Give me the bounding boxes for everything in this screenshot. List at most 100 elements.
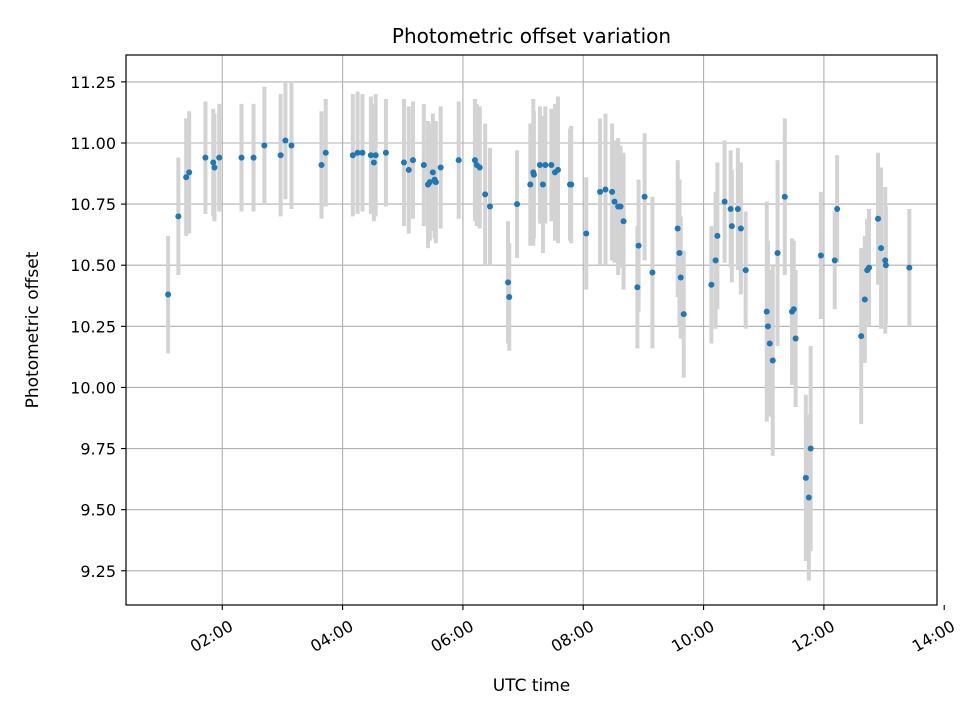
data-point <box>781 193 788 200</box>
data-point <box>183 174 190 181</box>
data-point <box>611 198 618 205</box>
data-point <box>471 157 478 164</box>
data-point <box>906 264 913 271</box>
data-point <box>641 193 648 200</box>
data-point <box>734 206 741 212</box>
data-point <box>737 225 744 232</box>
data-point <box>861 296 868 303</box>
data-point <box>409 157 416 164</box>
data-point <box>288 142 295 149</box>
data-point <box>359 149 366 156</box>
x-tick-label: 12:00 <box>788 616 837 656</box>
y-tick-label: 10.75 <box>70 195 116 214</box>
data-point <box>400 159 407 166</box>
data-point <box>210 159 217 166</box>
data-point <box>617 203 624 210</box>
data-point <box>878 245 885 252</box>
data-point <box>727 206 734 212</box>
y-tick-label: 11.25 <box>70 73 116 92</box>
data-point <box>714 232 721 239</box>
data-point <box>514 201 521 208</box>
data-point <box>680 311 687 318</box>
data-point <box>721 198 728 205</box>
data-point <box>548 162 555 168</box>
y-axis-label: Photometric offset <box>23 251 43 408</box>
data-point <box>620 218 627 225</box>
data-point <box>261 142 268 149</box>
data-point <box>506 294 513 300</box>
data-point <box>766 340 773 347</box>
y-tick-label: 9.25 <box>80 562 116 581</box>
data-point <box>238 154 245 161</box>
data-point <box>216 154 223 161</box>
x-tick-label: 08:00 <box>548 616 597 656</box>
data-point <box>322 149 329 156</box>
y-tick-label: 11.00 <box>70 134 116 153</box>
data-point <box>382 149 389 156</box>
data-point <box>834 206 841 212</box>
chart-title: Photometric offset variation <box>392 24 671 48</box>
data-point <box>486 203 493 210</box>
data-point <box>455 157 462 164</box>
data-point <box>597 188 604 195</box>
y-tick-label: 10.00 <box>70 378 116 397</box>
data-point <box>882 262 889 269</box>
data-point <box>769 357 776 364</box>
data-point <box>372 152 379 159</box>
data-point <box>792 335 799 342</box>
data-point <box>202 154 209 161</box>
x-axis-label: UTC time <box>493 676 571 696</box>
x-tick-label: 10:00 <box>668 616 717 656</box>
data-point <box>635 242 642 249</box>
data-point <box>165 291 172 298</box>
data-point <box>437 164 444 171</box>
data-point <box>790 306 797 313</box>
axis-ticks: 02:00 04:00 06:00 08:00 10:00 12:00 14:00 9.25 9… <box>70 73 958 656</box>
data-point <box>805 494 812 501</box>
data-point <box>530 171 537 178</box>
data-point <box>505 279 512 286</box>
data-point <box>542 162 549 168</box>
data-point <box>807 445 814 452</box>
data-point <box>282 137 289 144</box>
data-point <box>432 179 439 186</box>
x-tick-label: 02:00 <box>187 616 236 656</box>
x-tick-label: 04:00 <box>307 616 356 656</box>
data-point <box>728 223 735 230</box>
data-point <box>674 225 681 232</box>
data-point <box>858 333 865 340</box>
data-point <box>277 152 284 159</box>
data-point <box>817 252 824 259</box>
data-point <box>583 230 590 237</box>
data-point <box>649 269 656 276</box>
data-point <box>429 169 436 176</box>
data-point <box>211 164 218 171</box>
data-point <box>742 267 749 274</box>
data-point <box>708 281 715 288</box>
data-point <box>527 181 534 188</box>
y-tick-label: 10.25 <box>70 317 116 336</box>
y-tick-label: 9.50 <box>80 501 116 520</box>
data-point <box>539 181 546 188</box>
data-point <box>802 474 809 481</box>
data-point <box>866 264 873 271</box>
data-point <box>186 169 193 176</box>
data-point <box>568 181 575 188</box>
data-point <box>882 257 889 264</box>
data-points <box>165 137 913 501</box>
data-point <box>602 186 609 193</box>
data-point <box>420 162 427 168</box>
data-point <box>175 213 182 220</box>
data-point <box>370 159 377 166</box>
x-tick-label: 14:00 <box>909 616 958 656</box>
data-point <box>712 257 719 264</box>
data-point <box>676 250 683 256</box>
data-point <box>875 215 882 222</box>
data-point <box>831 257 838 264</box>
data-point <box>405 166 412 173</box>
data-point <box>763 308 770 315</box>
data-point <box>764 323 771 330</box>
plot-frame <box>125 54 938 606</box>
data-point <box>774 250 781 256</box>
